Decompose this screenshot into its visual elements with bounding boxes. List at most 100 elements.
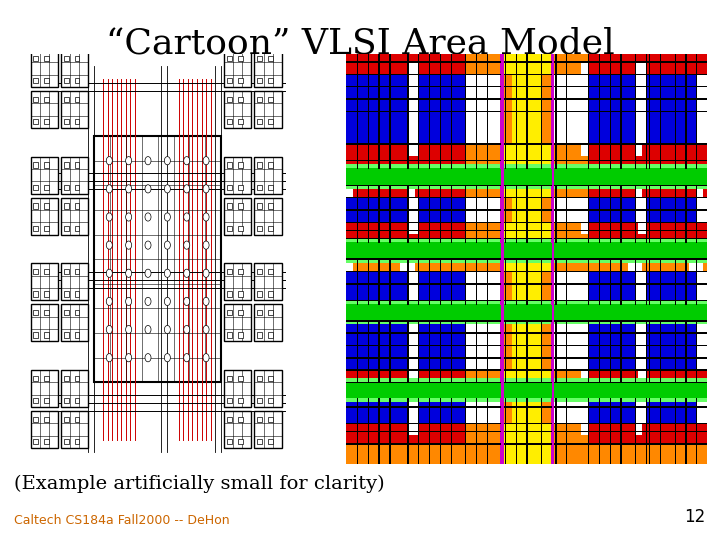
Bar [61,91,88,128]
Bar [238,269,243,274]
Bar [74,97,79,102]
Bar [268,398,273,403]
Bar [268,310,273,315]
Bar [257,332,262,338]
Bar [224,411,251,448]
Bar [63,226,68,231]
Bar [227,163,232,168]
Circle shape [125,326,132,334]
Bar [227,269,232,274]
Bar [254,305,282,341]
Circle shape [203,213,209,221]
Bar [33,97,38,102]
Bar [238,56,243,61]
Bar [238,185,243,190]
Bar [63,439,68,444]
Bar [44,56,49,61]
Bar [254,91,282,128]
Bar [74,310,79,315]
Bar [257,417,262,422]
Circle shape [203,185,209,193]
Bar [44,185,49,190]
Bar [227,439,232,444]
Bar [227,417,232,422]
Bar [63,291,68,296]
Bar [268,78,273,83]
Bar [44,398,49,403]
Bar [44,376,49,381]
Bar [257,310,262,315]
Circle shape [203,157,209,165]
Bar [61,198,88,234]
Circle shape [184,157,190,165]
Bar [227,185,232,190]
Bar [44,269,49,274]
Circle shape [125,213,132,221]
Bar [44,291,49,296]
Circle shape [145,157,151,165]
Bar [238,291,243,296]
Bar [74,56,79,61]
Bar [238,97,243,102]
Circle shape [184,241,190,249]
Bar [238,417,243,422]
Bar [31,198,58,234]
Bar [74,376,79,381]
Circle shape [107,213,112,221]
Bar [227,310,232,315]
Circle shape [164,185,171,193]
Circle shape [145,298,151,306]
Circle shape [184,298,190,306]
Bar [268,204,273,209]
Text: Caltech CS184a Fall2000 -- DeHon: Caltech CS184a Fall2000 -- DeHon [14,514,230,526]
Bar [44,119,49,124]
Bar [63,78,68,83]
Circle shape [125,185,132,193]
Bar [254,370,282,407]
Bar [33,439,38,444]
Bar [61,264,88,300]
Circle shape [107,298,112,306]
Circle shape [203,241,209,249]
Bar [254,411,282,448]
Bar [74,204,79,209]
Text: (Example artificially small for clarity): (Example artificially small for clarity) [14,475,385,494]
Bar [257,56,262,61]
Bar [238,119,243,124]
Circle shape [184,326,190,334]
Bar [238,226,243,231]
Circle shape [164,326,171,334]
Bar [227,97,232,102]
Bar [227,119,232,124]
Bar [74,78,79,83]
Bar [257,163,262,168]
Bar [33,163,38,168]
Bar [94,136,221,382]
Circle shape [164,298,171,306]
Bar [74,185,79,190]
Bar [33,291,38,296]
Bar [33,417,38,422]
Bar [224,50,251,87]
Bar [33,310,38,315]
Bar [74,269,79,274]
Bar [61,157,88,193]
Circle shape [203,326,209,334]
Circle shape [164,354,171,362]
Bar [238,439,243,444]
Bar [44,226,49,231]
Bar [63,398,68,403]
Circle shape [203,354,209,362]
Bar [44,310,49,315]
Circle shape [107,185,112,193]
Circle shape [164,157,171,165]
Bar [63,332,68,338]
Bar [31,50,58,87]
Bar [63,185,68,190]
Text: “Cartoon” VLSI Area Model: “Cartoon” VLSI Area Model [106,27,614,61]
Bar [63,97,68,102]
Circle shape [203,269,209,278]
Bar [257,291,262,296]
Circle shape [107,241,112,249]
Bar [63,417,68,422]
